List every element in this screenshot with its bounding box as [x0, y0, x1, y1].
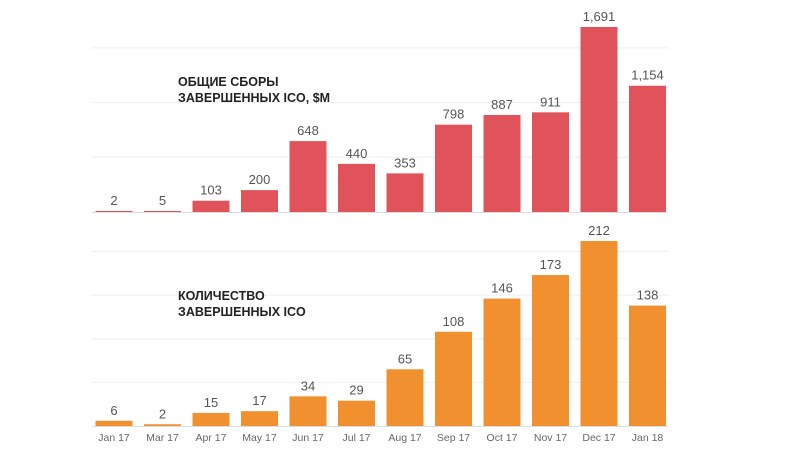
- funds-bar: [629, 85, 666, 212]
- funds-data-label: 887: [491, 97, 513, 112]
- x-tick-label: Jun 17: [292, 432, 324, 444]
- count-data-label: 15: [204, 395, 218, 410]
- x-tick-label: May 17: [242, 432, 277, 444]
- count-bar: [435, 331, 472, 426]
- funds-data-label: 648: [297, 123, 319, 138]
- funds-data-label: 798: [443, 107, 465, 122]
- x-tick-label: Jan 17: [98, 432, 130, 444]
- count-data-label: 65: [398, 351, 412, 366]
- funds-raised-chart: 2 5 103 200 648 440 353 798 887 911 1,691 1,154 ОБЩИ…: [92, 9, 668, 213]
- funds-data-label: 440: [346, 146, 368, 161]
- count-data-label: 138: [637, 288, 659, 303]
- count-bar: [144, 424, 181, 426]
- count-bar: [241, 411, 278, 426]
- funds-data-label: 1,691: [583, 9, 616, 24]
- count-data-label: 29: [349, 383, 363, 398]
- funds-data-label: 2: [110, 193, 117, 208]
- x-tick-label: Jul 17: [342, 432, 370, 444]
- count-data-label: 108: [443, 314, 465, 329]
- ico-count-chart: 6 2 15 17 34 29 65 108 146 173 212 138 КОЛИЧЕСТВО ЗАВ…: [92, 223, 668, 427]
- chart-title: ОБЩИЕ СБОРЫ: [178, 75, 279, 89]
- count-data-label: 17: [252, 393, 266, 408]
- x-tick-label: Nov 17: [534, 432, 567, 444]
- funds-bar: [241, 190, 278, 212]
- x-tick-label: Apr 17: [196, 432, 227, 444]
- count-data-label: 34: [301, 378, 315, 393]
- x-tick-label: Jan 18: [632, 432, 664, 444]
- count-bar: [386, 369, 424, 426]
- count-data-label: 6: [110, 403, 117, 418]
- funds-data-label: 5: [159, 193, 166, 208]
- count-bar: [532, 275, 569, 426]
- count-bar: [483, 298, 521, 426]
- count-data-label: 146: [491, 281, 513, 296]
- count-data-label: 212: [588, 223, 610, 238]
- funds-bar: [483, 114, 521, 212]
- count-data-label: 173: [540, 257, 562, 272]
- funds-bar: [435, 124, 472, 212]
- funds-data-label: 911: [540, 94, 561, 109]
- count-bar: [580, 241, 618, 426]
- x-tick-label: Oct 17: [487, 432, 518, 444]
- count-bar: [289, 396, 327, 426]
- chart-title: КОЛИЧЕСТВО: [178, 289, 265, 303]
- chart-title: ЗАВЕРШЕННЫХ ICO: [178, 305, 306, 319]
- x-tick-label: Sep 17: [437, 432, 470, 444]
- chart-title: ЗАВЕРШЕННЫХ ICO, $M: [178, 91, 330, 105]
- funds-data-label: 103: [200, 183, 222, 198]
- x-tick-label: Dec 17: [582, 432, 615, 444]
- funds-bar: [338, 163, 375, 212]
- count-bar: [338, 400, 375, 426]
- count-data-label: 2: [159, 406, 166, 421]
- funds-data-label: 1,154: [631, 68, 664, 83]
- funds-bar: [144, 211, 181, 212]
- x-axis: Jan 17 Mar 17 Apr 17 May 17 Jun 17 Jul 17 Aug …: [98, 432, 663, 444]
- x-tick-label: Mar 17: [146, 432, 179, 444]
- funds-data-label: 353: [394, 155, 416, 170]
- funds-bar: [192, 200, 230, 212]
- count-bar: [95, 420, 133, 426]
- funds-bar: [386, 173, 424, 212]
- funds-bar: [532, 112, 569, 212]
- funds-bar: [580, 27, 618, 212]
- funds-bar: [289, 141, 327, 212]
- funds-bar: [95, 211, 133, 212]
- count-bar: [629, 305, 666, 426]
- count-bar: [192, 412, 230, 426]
- funds-data-label: 200: [249, 172, 271, 187]
- x-tick-label: Aug 17: [388, 432, 421, 444]
